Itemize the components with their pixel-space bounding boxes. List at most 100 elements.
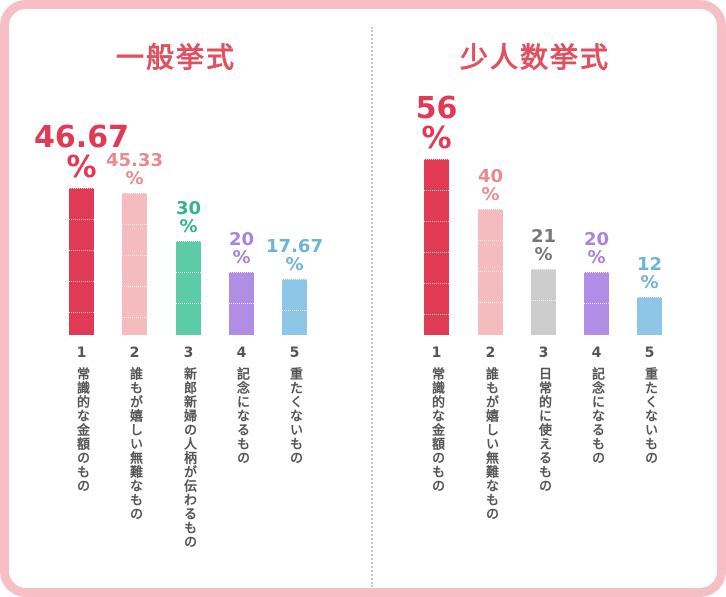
- bar-gridline: [424, 283, 449, 284]
- data-label-unit: %: [179, 215, 198, 237]
- bar-gridline: [176, 240, 201, 242]
- bar-gridline: [282, 310, 307, 312]
- data-label: 45.33%: [75, 149, 195, 189]
- bar-gridline: [424, 190, 449, 191]
- bar-gridline: [424, 314, 449, 315]
- bar-gridline: [69, 219, 94, 221]
- category-text: 常識的な金額のもの: [74, 367, 89, 493]
- category-text: 重たくないもの: [642, 367, 657, 465]
- bar-gridline: [637, 297, 662, 299]
- data-label-value: 40: [477, 166, 504, 188]
- data-label: 30%: [129, 197, 249, 237]
- bar-gridline: [122, 192, 147, 194]
- data-label-unit: %: [125, 167, 144, 189]
- category-rank: 4: [591, 345, 602, 361]
- data-label-value: 12: [636, 254, 663, 276]
- chart-title-general: 一般挙式: [115, 41, 236, 74]
- category-label: 5 重たくないもの: [636, 345, 664, 465]
- data-label-unit: %: [640, 272, 659, 294]
- bar-gridline: [69, 312, 94, 314]
- bar-gridline: [584, 272, 609, 274]
- data-label: 46.67%: [22, 123, 142, 183]
- bar: [122, 192, 147, 335]
- bar: [637, 297, 662, 335]
- bar: [229, 272, 254, 335]
- bar-gridline: [122, 285, 147, 287]
- data-label-unit: %: [587, 247, 606, 269]
- category-text: 新郎新婦の人柄が伝わるもの: [181, 367, 196, 549]
- category-rank: 1: [76, 345, 87, 361]
- bar-gridline: [531, 269, 556, 270]
- data-label: 20%: [182, 231, 302, 267]
- data-label: 20%: [537, 231, 657, 267]
- bar-gridline: [69, 188, 94, 190]
- bar-gridline: [424, 252, 449, 253]
- bar-gridline: [424, 159, 449, 160]
- category-text: 誰もが嬉しい無難なもの: [127, 367, 142, 521]
- category-label: 4 記念になるもの: [583, 345, 611, 465]
- category-rank: 2: [129, 345, 140, 361]
- category-label: 4 記念になるもの: [228, 345, 256, 465]
- category-text: 日常的に使えるもの: [536, 367, 551, 493]
- data-label-unit: %: [421, 121, 452, 156]
- bar: [176, 240, 201, 335]
- bar: [69, 188, 94, 335]
- data-label-value: 56: [415, 91, 458, 126]
- category-label: 2 誰もが嬉しい無難なもの: [477, 345, 505, 521]
- bar-gridline: [176, 302, 201, 304]
- data-label-value: 21: [530, 226, 557, 247]
- bar-gridline: [424, 221, 449, 222]
- data-label-unit: %: [232, 247, 251, 269]
- data-label-value: 30: [175, 197, 202, 219]
- bar: [584, 272, 609, 335]
- data-label-unit: %: [481, 184, 500, 206]
- bar-gridline: [478, 302, 503, 304]
- category-rank: 1: [431, 345, 442, 361]
- data-label: 12%: [590, 256, 710, 292]
- bar-gridline: [478, 209, 503, 211]
- category-text: 重たくないもの: [287, 367, 302, 465]
- category-rank: 4: [236, 345, 247, 361]
- bar-gridline: [122, 223, 147, 225]
- data-label-value: 17.67: [266, 236, 323, 258]
- category-rank: 3: [183, 345, 194, 361]
- bar-gridline: [122, 254, 147, 256]
- chart-title-small: 少人数挙式: [459, 41, 610, 74]
- data-label-unit: %: [66, 150, 97, 186]
- data-label-value: 20: [228, 229, 255, 251]
- bar: [282, 279, 307, 335]
- data-label-unit: %: [285, 254, 304, 276]
- bar-gridline: [229, 272, 254, 274]
- data-label: 21%: [484, 228, 604, 264]
- category-label: 3 新郎新婦の人柄が伝わるもの: [175, 345, 203, 549]
- category-text: 記念になるもの: [234, 367, 249, 465]
- category-text: 常識的な金額のもの: [429, 367, 444, 493]
- bar-gridline: [69, 250, 94, 252]
- category-text: 記念になるもの: [589, 367, 604, 465]
- category-label: 5 重たくないもの: [281, 345, 309, 465]
- bar-gridline: [478, 271, 503, 273]
- bar-gridline: [478, 240, 503, 242]
- data-label-value: 20: [583, 229, 610, 251]
- bar-gridline: [122, 316, 147, 318]
- category-rank: 3: [538, 345, 549, 361]
- bar-gridline: [176, 271, 201, 273]
- data-label: 40%: [431, 168, 551, 204]
- category-rank: 5: [289, 345, 300, 361]
- bar-gridline: [584, 303, 609, 305]
- category-label: 1 常識的な金額のもの: [423, 345, 451, 493]
- bar: [424, 159, 449, 335]
- category-label: 3 日常的に使えるもの: [530, 345, 558, 493]
- bar-gridline: [229, 303, 254, 305]
- bar-gridline: [69, 281, 94, 283]
- category-rank: 2: [485, 345, 496, 361]
- category-label: 2 誰もが嬉しい無難なもの: [121, 345, 149, 521]
- bar: [478, 209, 503, 335]
- data-label-value: 46.67: [34, 120, 129, 156]
- category-rank: 5: [644, 345, 655, 361]
- panel-divider: [371, 27, 373, 587]
- data-label-value: 45.33: [106, 149, 163, 171]
- bar-gridline: [282, 279, 307, 281]
- bar-gridline: [531, 300, 556, 301]
